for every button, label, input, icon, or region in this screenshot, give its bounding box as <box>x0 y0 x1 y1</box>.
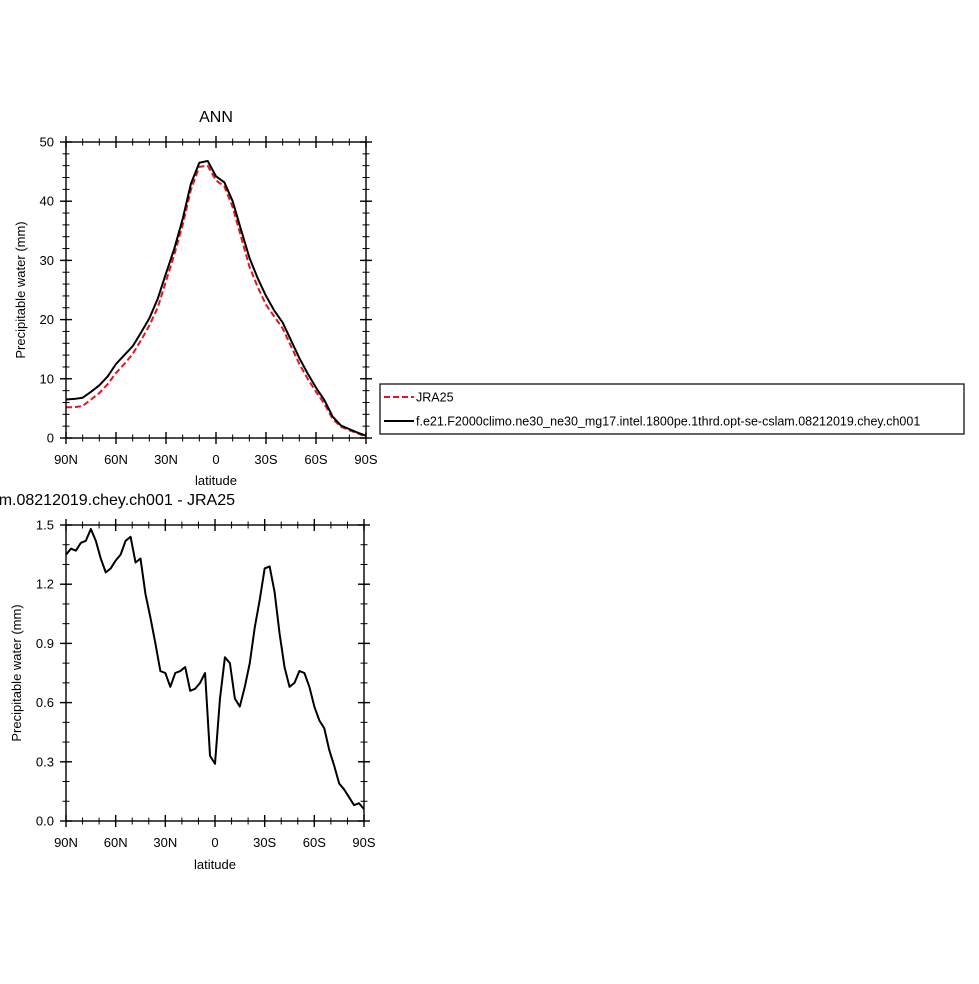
y-tick-label: 0.6 <box>36 695 54 710</box>
top-chart-frame <box>65 141 367 439</box>
x-tick-label: 90S <box>352 835 375 850</box>
y-tick-label: 0.9 <box>36 636 54 651</box>
x-tick-label: 0 <box>212 452 219 467</box>
top-chart-x-axis-label: latitude <box>195 473 237 488</box>
x-tick-label: 30S <box>254 452 277 467</box>
chart-legend: JRA25 f.e21.F2000climo.ne30_ne30_mg17.in… <box>379 383 965 435</box>
top-chart-title: ANN <box>199 109 233 126</box>
x-tick-label: 30N <box>153 835 177 850</box>
legend-entry-model: f.e21.F2000climo.ne30_ne30_mg17.intel.18… <box>416 415 920 429</box>
x-tick-label: 60N <box>104 835 128 850</box>
y-tick-label: 30 <box>40 253 54 268</box>
y-tick-label: 50 <box>40 135 54 150</box>
x-tick-label: 90S <box>354 452 377 467</box>
y-tick-label: 40 <box>40 194 54 209</box>
top-chart-y-axis-label: Precipitable water (mm) <box>13 221 28 358</box>
x-tick-label: 30S <box>253 835 276 850</box>
bottom-chart-frame <box>65 524 365 822</box>
bottom-chart-x-axis-label: latitude <box>194 857 236 872</box>
y-tick-label: 20 <box>40 312 54 327</box>
top-series-line-0 <box>66 164 367 438</box>
x-tick-label: 0 <box>211 835 218 850</box>
bottom-chart-title: f.e21.F2000climo.ne30_ne30_mg17.intel.18… <box>0 492 235 509</box>
x-tick-label: 30N <box>154 452 178 467</box>
y-tick-label: 0.0 <box>36 814 54 829</box>
legend-box <box>379 383 965 435</box>
y-tick-label: 1.5 <box>36 518 54 533</box>
bottom-chart-series-lines <box>65 527 365 810</box>
top-chart-series-lines <box>65 159 367 438</box>
y-tick-label: 0.3 <box>36 754 54 769</box>
y-tick-label: 1.2 <box>36 577 54 592</box>
bottom-chart-y-axis-label: Precipitable water (mm) <box>9 604 24 741</box>
legend-entry-jra25: JRA25 <box>416 391 454 405</box>
x-tick-label: 60S <box>304 452 327 467</box>
bottom-series-line-0 <box>65 527 365 810</box>
y-tick-label: 0 <box>47 431 54 446</box>
top-chart-panel: ANN 90N 60N 30N 0 30S 60S 90S 0 10 20 30 40 50 latit… <box>13 109 378 488</box>
y-tick-label: 10 <box>40 371 54 386</box>
x-tick-label: 90N <box>54 452 78 467</box>
top-chart-tick-labels: 90N 60N 30N 0 30S 60S 90S 0 10 20 30 40 50 <box>40 135 378 468</box>
x-tick-label: 60N <box>104 452 128 467</box>
top-chart-ticks <box>60 136 372 444</box>
bottom-chart-tick-labels: 90N 60N 30N 0 30S 60S 90S 0.0 0.3 0.6 0.9 1.2 1.5 <box>36 518 376 851</box>
top-series-line-1 <box>65 159 367 437</box>
x-tick-label: 60S <box>303 835 326 850</box>
bottom-chart-panel: f.e21.F2000climo.ne30_ne30_mg17.intel.18… <box>0 492 376 872</box>
x-tick-label: 90N <box>54 835 78 850</box>
bottom-chart-ticks <box>60 519 370 827</box>
